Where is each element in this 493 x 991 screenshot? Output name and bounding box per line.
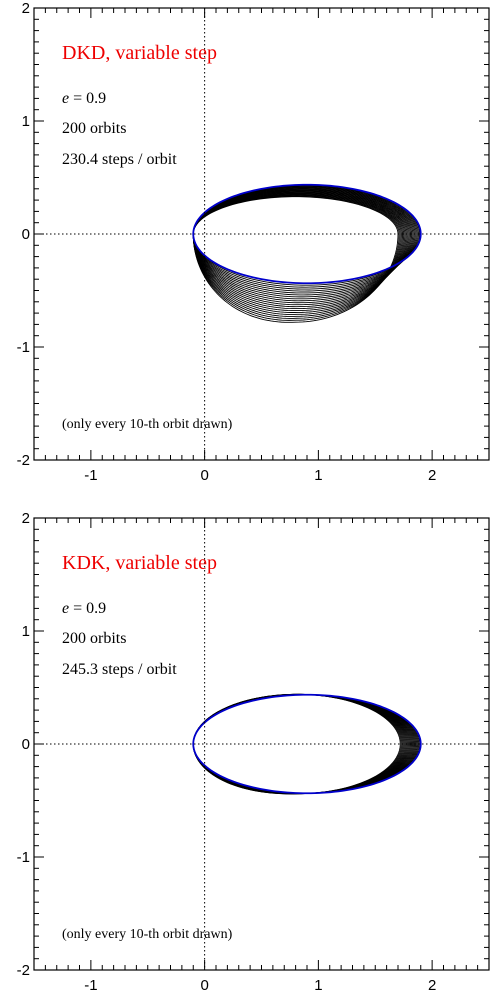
orbits-count-label: 200 orbits xyxy=(62,630,126,647)
x-tick-label: 1 xyxy=(314,467,322,484)
x-tick-label: 0 xyxy=(200,467,208,484)
drawing-note: (only every 10-th orbit drawn) xyxy=(62,417,233,432)
chart-title: DKD, variable step xyxy=(62,42,217,64)
steps-per-orbit-label: 230.4 steps / orbit xyxy=(62,151,177,168)
axes: -1 0 1 2 -2 -1 0 1 2 xyxy=(17,0,490,484)
eccentricity-value: = 0.9 xyxy=(73,600,106,617)
y-tick-label: -2 xyxy=(17,962,30,979)
eccentricity-symbol: e xyxy=(62,90,69,107)
eccentricity-value: = 0.9 xyxy=(73,90,106,107)
orbit-line xyxy=(192,195,400,321)
y-tick-label: 0 xyxy=(22,736,30,753)
orbit-line xyxy=(192,196,399,323)
first-orbit-line xyxy=(192,183,422,285)
orbit-curves xyxy=(192,183,422,323)
eccentricity-label: e = 0.9 xyxy=(62,90,106,107)
y-tick-label: 2 xyxy=(22,510,30,527)
y-tick-label: 2 xyxy=(22,0,30,17)
drawing-note: (only every 10-th orbit drawn) xyxy=(62,927,233,942)
steps-per-orbit-label: 245.3 steps / orbit xyxy=(62,661,177,678)
x-tick-label: -1 xyxy=(84,467,97,484)
y-tick-label: -1 xyxy=(17,849,30,866)
y-tick-label: 1 xyxy=(22,623,30,640)
orbits-count-label: 200 orbits xyxy=(62,120,126,137)
x-tick-label: 1 xyxy=(314,977,322,991)
eccentricity-symbol: e xyxy=(62,600,69,617)
panel-dkd: -1 0 1 2 -2 -1 0 1 2 DKD, variable step e = 0.9 2… xyxy=(17,0,490,484)
y-tick-label: -1 xyxy=(17,339,30,356)
x-tick-label: 2 xyxy=(428,467,436,484)
plot-frame xyxy=(33,517,490,971)
plot-frame xyxy=(33,7,490,461)
x-tick-label: 2 xyxy=(428,977,436,991)
panel-kdk: -1 0 1 2 -2 -1 0 1 2 KDK, variable step e = 0.9 2… xyxy=(17,510,490,991)
y-tick-label: 0 xyxy=(22,226,30,243)
first-orbit-line xyxy=(192,693,422,795)
axes: -1 0 1 2 -2 -1 0 1 2 xyxy=(17,510,490,991)
x-tick-label: 0 xyxy=(200,977,208,991)
orbit-curves xyxy=(192,693,422,795)
y-tick-label: -2 xyxy=(17,452,30,469)
eccentricity-label: e = 0.9 xyxy=(62,600,106,617)
chart-title: KDK, variable step xyxy=(62,552,217,574)
y-tick-label: 1 xyxy=(22,113,30,130)
x-tick-label: -1 xyxy=(84,977,97,991)
